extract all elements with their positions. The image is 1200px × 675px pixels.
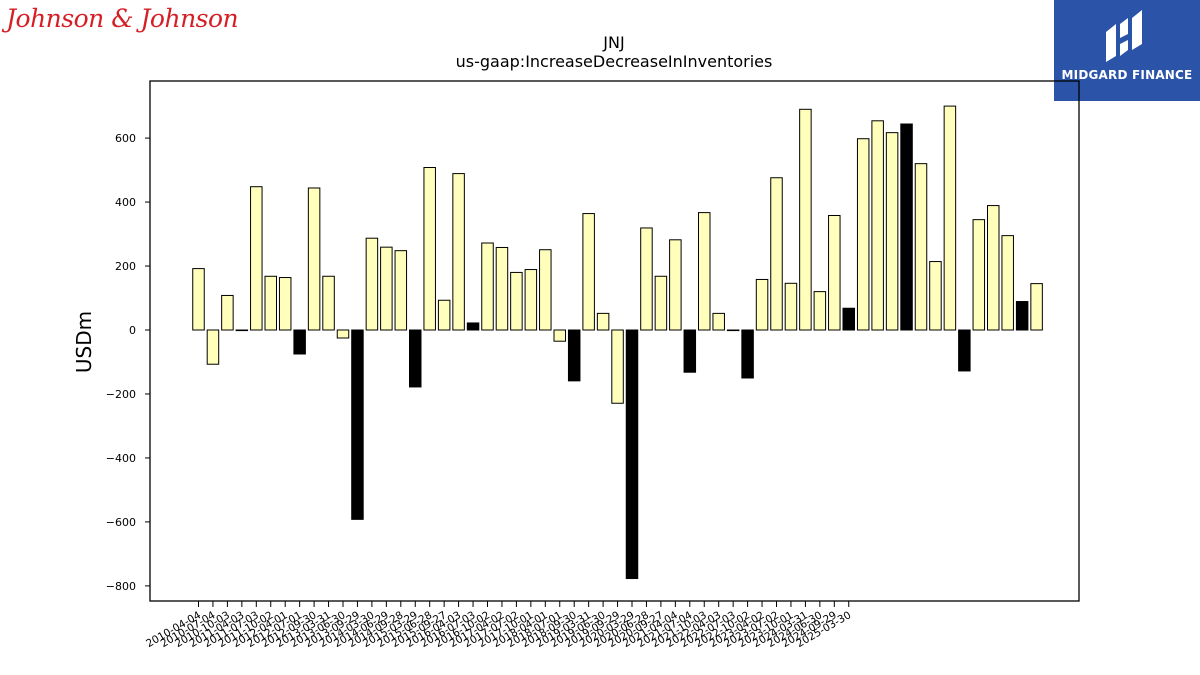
bar-2023-10-01 — [784, 282, 798, 331]
bar-2024-06-30 — [813, 291, 827, 331]
bar-2012-04-01 — [278, 277, 292, 331]
bar-2016-10-02 — [481, 242, 494, 331]
bar-2017-07-02 — [510, 271, 523, 331]
bar-2011-04-03 — [235, 329, 249, 332]
bar-2020-09-27 — [654, 275, 668, 331]
y-tick-label: 400 — [115, 196, 136, 209]
bar-2021-04-04 — [669, 239, 682, 331]
bar-2028-06-25 — [1030, 283, 1043, 331]
bar-2022-10-02 — [741, 329, 754, 379]
y-tick-label: −600 — [106, 516, 136, 529]
bar-2026-12-27 — [943, 105, 957, 331]
x-axis: 2010-04-042010-07-042010-10-032011-04-03… — [144, 601, 853, 650]
bar-2025-12-28 — [885, 132, 899, 331]
y-tick-label: 200 — [115, 260, 136, 273]
bar-2020-03-29 — [625, 329, 639, 580]
bar-2010-04-04 — [192, 268, 205, 331]
bar-2020-06-28 — [640, 227, 653, 331]
bar-2018-09-30 — [567, 329, 581, 382]
midgard-finance-logo: MIDGARD FINANCE — [1054, 0, 1200, 101]
bar-2025-06-29 — [856, 138, 870, 331]
bar-2012-09-30 — [307, 187, 321, 331]
bar-2021-10-03 — [698, 212, 711, 331]
bar-2016-04-03 — [452, 173, 465, 331]
y-tick-label: −200 — [106, 388, 136, 401]
chart-title: JNJ — [602, 33, 624, 52]
bar-2011-10-02 — [264, 275, 277, 331]
bar-2013-03-31 — [322, 275, 335, 331]
bar-2025-09-28 — [871, 120, 884, 331]
bar-2028-03-26 — [1015, 301, 1029, 331]
bar-2015-09-27 — [437, 299, 451, 331]
y-axis: −800 −600 −400 −200 0 200 400 600 — [106, 132, 150, 593]
bar-2017-10-01 — [524, 269, 538, 331]
midgard-mark-icon — [1106, 10, 1142, 62]
bar-2023-04-02 — [755, 278, 769, 331]
bar-2014-03-30 — [365, 237, 379, 331]
bar-2014-09-28 — [394, 250, 408, 331]
bar-2019-06-30 — [596, 312, 610, 331]
bar-series — [192, 105, 1043, 580]
bar-2013-09-29 — [351, 329, 364, 520]
y-tick-label: −800 — [106, 580, 136, 593]
bar-2010-10-03 — [221, 294, 234, 331]
bar-2024-03-31 — [799, 108, 812, 331]
bar-2010-07-04 — [206, 329, 220, 365]
bar-2014-06-29 — [380, 246, 393, 331]
bar-2027-09-26 — [987, 205, 1000, 331]
bar-2025-03-30 — [842, 307, 855, 331]
bar-2015-03-29 — [409, 329, 422, 388]
plot-frame — [149, 80, 1080, 602]
bar-2018-04-01 — [539, 249, 552, 331]
bar-2024-09-29 — [828, 214, 841, 331]
bar-2017-04-02 — [495, 246, 509, 331]
bar-2022-04-03 — [712, 312, 725, 331]
bar-2022-07-03 — [726, 329, 740, 332]
bar-2013-06-30 — [336, 329, 350, 339]
bar-2012-07-01 — [293, 329, 306, 355]
bar-2027-12-26 — [1001, 235, 1014, 331]
y-tick-label: 0 — [129, 324, 136, 337]
bar-2018-07-01 — [553, 329, 566, 342]
bar-2016-07-03 — [466, 322, 480, 331]
bar-2021-07-04 — [683, 329, 697, 373]
bar-2026-03-29 — [900, 123, 913, 331]
y-axis-label: USDm — [72, 311, 96, 373]
bar-2023-07-02 — [770, 177, 783, 331]
y-tick-label: −400 — [106, 452, 136, 465]
johnson-and-johnson-logo: Johnson & Johnson — [6, 4, 239, 33]
chart-subtitle: us-gaap:IncreaseDecreaseInInventories — [456, 52, 773, 71]
bar-2019-09-29 — [611, 329, 624, 404]
bar-2027-06-27 — [972, 219, 986, 331]
bar-2019-03-31 — [582, 213, 595, 331]
bar-2027-03-28 — [958, 329, 971, 372]
bar-2026-06-28 — [914, 163, 928, 331]
bar-2026-09-27 — [929, 261, 942, 331]
midgard-brand-text: MIDGARD FINANCE — [1061, 68, 1193, 82]
bar-2015-06-28 — [423, 167, 436, 331]
bar-2011-07-03 — [250, 186, 263, 331]
y-tick-label: 600 — [115, 132, 136, 145]
